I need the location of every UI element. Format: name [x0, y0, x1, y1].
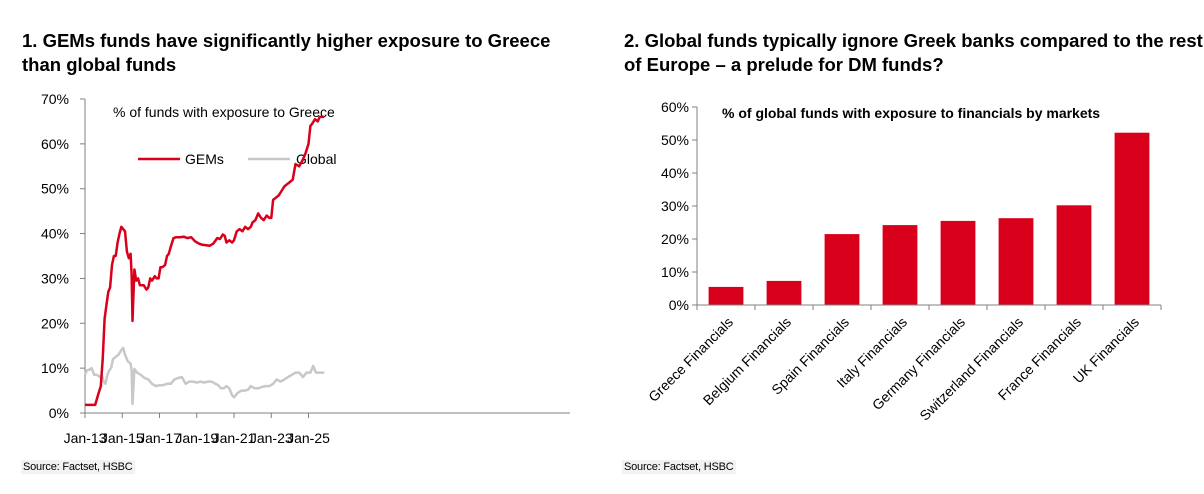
bar-y-tick-label: 30% — [661, 198, 689, 214]
bar-greece-financials — [708, 286, 744, 305]
bar-inner-title: % of global funds with exposure to finan… — [722, 105, 1100, 121]
bar-switzerland-financials — [998, 218, 1034, 305]
line-y-tick-label: 40% — [41, 226, 69, 242]
bar-x-tick-label: Switzerland Financials — [916, 314, 1026, 424]
line-x-tick-label: Jan-25 — [287, 430, 330, 446]
right-chart-source: Source: Factset, HSBC — [622, 460, 736, 474]
bar-germany-financials — [940, 220, 976, 305]
line-y-tick-label: 20% — [41, 315, 69, 331]
bar-uk-financials — [1114, 132, 1150, 305]
line-x-tick-label: Jan-19 — [175, 430, 218, 446]
line-y-axis: 0% 10% 20% 30% 40% 50% 60% 70% — [41, 91, 86, 421]
bar-y-tick-label: 50% — [661, 132, 689, 148]
line-series-group — [83, 115, 325, 407]
line-y-tick-label: 30% — [41, 270, 69, 286]
series-line-gems — [85, 115, 325, 407]
right-chart-title: 2. Global funds typically ignore Greek b… — [624, 30, 1203, 75]
bar-italy-financials — [882, 225, 918, 305]
line-chart: 0%10%20%30%40%50%60%70% Jan-13Jan-15Jan-… — [41, 91, 570, 446]
left-chart-source: Source: Factset, HSBC — [21, 460, 135, 474]
legend-gems-label: GEMs — [185, 151, 224, 167]
bar-y-tick-label: 10% — [661, 264, 689, 280]
line-x-tick-label: Jan-23 — [250, 430, 293, 446]
line-inner-title: % of funds with exposure to Greece — [113, 104, 335, 120]
line-x-tick-label: Jan-13 — [64, 430, 107, 446]
line-x-tick-label: Jan-21 — [213, 430, 256, 446]
bar-y-axis: 0% 10% 20% 30% 40% 50% 60% — [661, 99, 698, 313]
bar-spain-financials — [824, 234, 860, 305]
line-y-tick-label: 70% — [41, 91, 69, 107]
bar-y-tick-label: 0% — [669, 297, 689, 313]
bar-y-tick-label: 60% — [661, 99, 689, 115]
bar-france-financials — [1056, 205, 1092, 305]
line-y-tick-label: 50% — [41, 181, 69, 197]
line-y-tick-label: 10% — [41, 360, 69, 376]
left-chart-title: 1. GEMs funds have significantly higher … — [22, 30, 551, 75]
bar-y-tick-label: 40% — [661, 165, 689, 181]
line-x-tick-label: Jan-15 — [101, 430, 144, 446]
bar-y-tick-label: 20% — [661, 231, 689, 247]
line-y-tick-label: 60% — [41, 136, 69, 152]
series-line-global — [83, 346, 325, 406]
line-y-tick-label: 0% — [49, 405, 69, 421]
bars-group — [708, 132, 1150, 305]
bar-belgium-financials — [766, 280, 802, 305]
line-x-axis: Jan-13Jan-15Jan-17Jan-19Jan-21Jan-23Jan-… — [64, 412, 570, 446]
bar-chart: 0% 10% 20% 30% 40% 50% 60% % of global funds w… — [645, 99, 1162, 424]
line-x-tick-label: Jan-17 — [138, 430, 181, 446]
